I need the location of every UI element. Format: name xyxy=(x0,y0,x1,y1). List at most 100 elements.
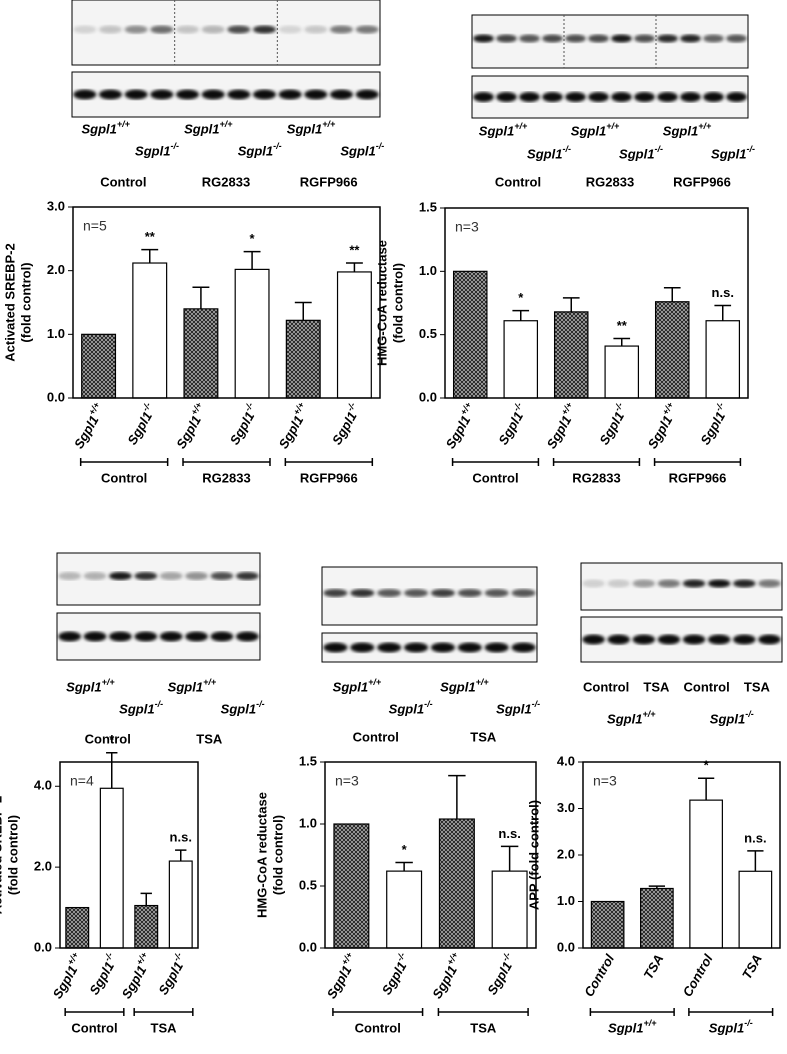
x-tick-label: Sgpl1-/- xyxy=(85,951,122,998)
blot-frame xyxy=(71,71,381,118)
lane-label: Sgpl1+/+ xyxy=(168,677,217,694)
error-bar xyxy=(448,774,466,820)
group-label: Control xyxy=(472,470,518,485)
blot-band xyxy=(611,92,632,102)
blot-band xyxy=(323,642,348,653)
y-tick-label: 1.0 xyxy=(419,263,437,278)
y-axis-label: Activated SREBP-2 xyxy=(0,796,4,914)
x-tick-label: Sgpl1+/+ xyxy=(172,400,211,451)
blot-band xyxy=(83,572,107,580)
blot-band xyxy=(210,631,234,642)
bar xyxy=(336,271,372,399)
annotation: n=5 xyxy=(83,218,107,234)
blot-band xyxy=(134,631,158,642)
blot-band xyxy=(680,34,701,43)
blot-band xyxy=(726,92,747,102)
blot-band xyxy=(457,642,482,653)
y-tick-label: 1.5 xyxy=(419,199,437,214)
y-axis-label: APP (fold control) xyxy=(526,800,541,910)
blot-band xyxy=(329,89,354,100)
blot-band xyxy=(542,34,563,43)
bar xyxy=(132,262,168,399)
bar xyxy=(604,345,640,399)
y-tick-label: 1.5 xyxy=(299,753,317,768)
group-label: Control xyxy=(495,174,541,189)
blot-band xyxy=(377,642,402,653)
plot-frame xyxy=(72,206,381,399)
blot-band xyxy=(707,579,731,588)
group-label: TSA xyxy=(470,1020,497,1035)
blot-band xyxy=(607,634,630,645)
bar xyxy=(285,319,321,399)
bar xyxy=(491,870,528,949)
blot-band xyxy=(159,572,183,580)
y-tick-label: 3.0 xyxy=(47,198,65,213)
error-bar xyxy=(175,849,187,862)
blot-frame xyxy=(580,562,783,611)
group-bracket xyxy=(653,458,742,466)
significance-label: ** xyxy=(349,242,360,257)
annotation: n=3 xyxy=(335,773,359,789)
x-tick-label: Sgpl1+/+ xyxy=(441,400,480,451)
blot-band xyxy=(611,34,632,43)
group-label: Control xyxy=(101,470,147,485)
error-bar xyxy=(140,892,152,906)
group-label: RG2833 xyxy=(202,174,250,189)
significance-label: * xyxy=(109,732,115,747)
blot-band xyxy=(607,579,630,588)
blot-band xyxy=(210,572,234,580)
blot-band xyxy=(403,589,429,597)
lane-label: Sgpl1+/+ xyxy=(479,121,528,138)
y-axis-label: HMG-CoA reductase xyxy=(254,792,269,918)
blot-band xyxy=(329,25,354,34)
blot-band xyxy=(758,634,781,645)
lane-label: Sgpl1-/- xyxy=(238,141,282,158)
blot-band xyxy=(304,89,328,100)
y-tick-label: 1.0 xyxy=(47,326,65,341)
blot-band xyxy=(511,589,536,597)
blot-band xyxy=(657,634,681,645)
blot-band xyxy=(496,34,517,43)
annotation: n=3 xyxy=(455,219,479,235)
blot-band xyxy=(58,631,82,642)
blot-band xyxy=(519,34,540,43)
error-bar xyxy=(395,861,413,872)
group-bracket xyxy=(552,458,641,466)
lane-label: Sgpl1+/+ xyxy=(184,119,233,136)
blot-band xyxy=(83,631,107,642)
blot-band xyxy=(657,579,681,588)
significance-label: * xyxy=(704,758,710,773)
blot-band xyxy=(185,631,208,642)
bar xyxy=(553,311,589,399)
y-tick-label: 1.0 xyxy=(557,893,575,908)
blot-band xyxy=(227,89,251,100)
group-label: Control xyxy=(100,174,146,189)
group-bracket xyxy=(437,1008,529,1016)
bar xyxy=(386,870,423,949)
lane-label: TSA xyxy=(744,679,771,694)
blot-band xyxy=(680,92,701,102)
bar xyxy=(640,887,674,949)
x-tick-label: Sgpl1-/- xyxy=(225,401,262,448)
lane-label: Sgpl1-/- xyxy=(135,141,179,158)
x-tick-label: Sgpl1-/- xyxy=(482,951,519,998)
y-tick-label: 0.0 xyxy=(299,939,317,954)
blot-band xyxy=(98,25,123,34)
blot-frame xyxy=(56,552,261,606)
lane-label: Control xyxy=(583,679,629,694)
blot-band xyxy=(134,572,158,580)
blot-band xyxy=(703,34,724,43)
blot-band xyxy=(758,579,781,588)
y-tick-label: 0.0 xyxy=(34,939,52,954)
x-tick-label: Sgpl1-/- xyxy=(377,951,414,998)
group-label: RGFP966 xyxy=(673,174,731,189)
group-bracket xyxy=(182,458,271,466)
y-axis-label: (fold control) xyxy=(270,815,285,895)
x-tick-label: Sgpl1+/+ xyxy=(69,400,108,451)
error-bar xyxy=(243,250,261,270)
lane-label: TSA xyxy=(643,679,670,694)
significance-label: * xyxy=(402,842,408,857)
y-tick-label: 1.0 xyxy=(299,815,317,830)
blot-band xyxy=(733,579,756,588)
blot-band xyxy=(473,34,494,43)
